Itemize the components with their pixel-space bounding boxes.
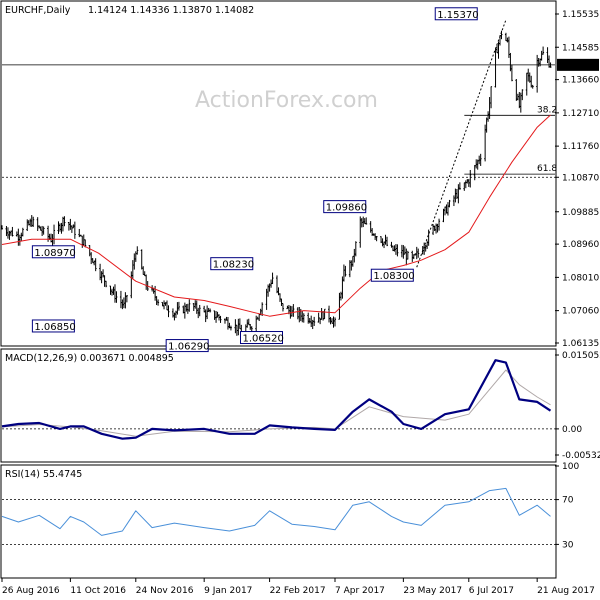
xtick-label-7: 6 Jul 2017 <box>469 586 514 596</box>
macd-panel-frame <box>0 348 557 463</box>
macd-ytick-0-015052: 0.015052 <box>562 351 600 361</box>
xtick-label-8: 21 Aug 2017 <box>537 586 595 596</box>
rsi-line <box>1 487 551 536</box>
price-ytick-1-14585: 1.14585 <box>562 43 599 53</box>
price-ytick-1-10870: 1.10870 <box>562 173 599 183</box>
level-box-3 <box>165 339 209 353</box>
price-ytick-1-12710: 1.12710 <box>562 109 599 119</box>
rsi-ytick-30: 30 <box>562 540 574 550</box>
moving-average-line <box>1 114 551 317</box>
price-header: EURCHF,Daily <box>5 5 71 16</box>
price-ytick-1-11760: 1.11760 <box>562 142 599 152</box>
rsi-ytick-70: 70 <box>562 496 574 506</box>
level-label-1-08300: 1.08300 <box>373 271 414 282</box>
price-ytick-1-13660: 1.13660 <box>562 76 599 86</box>
xtick-label-4: 22 Feb 2017 <box>270 586 326 596</box>
fib-label-38-2: 38.2 <box>537 105 557 115</box>
xtick-label-2: 24 Nov 2016 <box>136 586 194 596</box>
xtick-label-1: 11 Oct 2016 <box>70 586 126 596</box>
price-ytick-1-15535: 1.15535 <box>562 10 599 20</box>
price-ytick-1-06135: 1.06135 <box>562 339 599 349</box>
trend-line <box>416 19 507 268</box>
price-panel-frame <box>0 0 557 347</box>
xtick-label-0: 26 Aug 2016 <box>2 586 60 596</box>
price-ytick-1-09885: 1.09885 <box>562 208 599 218</box>
level-box-1 <box>31 319 75 333</box>
fib-label-61-8: 61.8 <box>537 164 557 174</box>
price-ytick-1-07060: 1.07060 <box>562 307 599 317</box>
price-ytick-1-08010: 1.08010 <box>562 273 599 283</box>
watermark: ActionForex.com <box>195 88 378 113</box>
level-label-1-15370: 1.15370 <box>437 10 478 21</box>
level-box-5 <box>323 200 367 214</box>
level-label-1-08230: 1.08230 <box>213 260 254 271</box>
macd-header: MACD(12,26,9) 0.003671 0.004895 <box>5 353 174 364</box>
level-label-1-08970: 1.08970 <box>34 248 75 259</box>
level-label-1-06520: 1.06520 <box>243 334 284 345</box>
level-label-1-06850: 1.06850 <box>34 322 75 333</box>
rsi-panel-frame <box>0 464 557 579</box>
xtick-label-5: 7 Apr 2017 <box>335 586 385 596</box>
macd-signal-line <box>1 369 551 437</box>
price-ytick-1-08960: 1.08960 <box>562 240 599 250</box>
rsi-layer <box>1 487 555 545</box>
macd-layer <box>1 359 555 440</box>
level-box-4 <box>240 331 283 345</box>
xtick-label-3: 9 Jan 2017 <box>204 586 252 596</box>
level-label-1-09860: 1.09860 <box>326 203 367 214</box>
rsi-ytick-100: 100 <box>562 462 579 472</box>
current-price-label: 1.14082 <box>560 61 597 71</box>
xtick-label-6: 23 May 2017 <box>403 586 462 596</box>
level-box-7 <box>434 7 478 21</box>
rsi-header: RSI(14) 55.4745 <box>5 469 82 480</box>
level-box-6 <box>370 268 414 282</box>
level-box-0 <box>31 245 75 259</box>
ohlc-header: 1.14124 1.14336 1.13870 1.14082 <box>88 5 254 16</box>
axis-layer: 1.15535 1.14585 1.13660 1.12710 1.11760 1.108… <box>1 10 600 596</box>
level-label-1-06290: 1.06290 <box>168 342 209 353</box>
macd-ytick-0-00: 0.00 <box>562 425 582 435</box>
current-price-box <box>557 58 599 71</box>
price-layer: 38.2 61.8 1.08970 1.06850 1.08230 1.06290 1.06… <box>1 7 557 353</box>
level-box-2 <box>210 257 254 271</box>
macd-line <box>1 359 552 440</box>
